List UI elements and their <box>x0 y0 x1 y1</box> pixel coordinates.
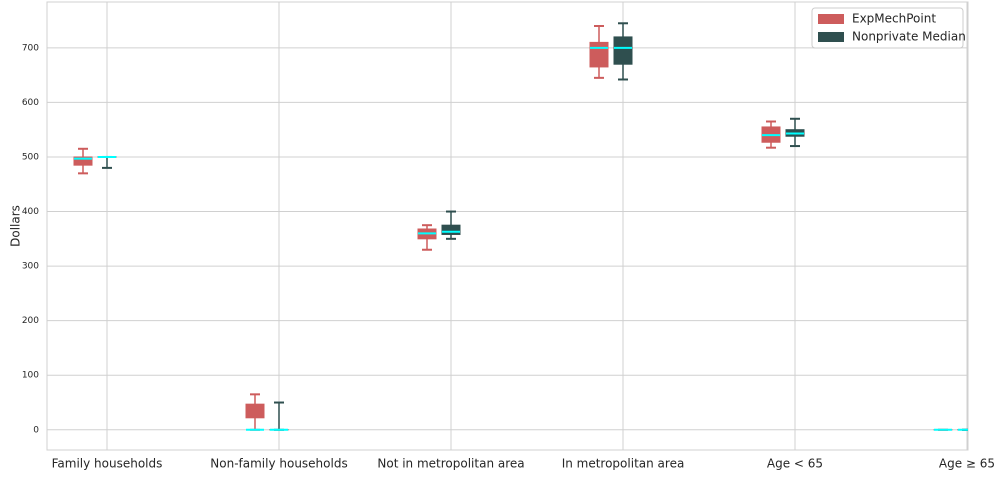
x-tick-label: Age ≥ 65 <box>939 457 995 471</box>
legend-label: Nonprivate Median <box>852 30 966 44</box>
legend-swatch <box>818 14 844 24</box>
x-tick-label: Non-family households <box>210 457 347 471</box>
box <box>590 42 608 67</box>
box <box>442 225 460 234</box>
y-axis-label: Dollars <box>9 205 23 247</box>
legend-swatch <box>818 32 844 42</box>
x-tick-label: Age < 65 <box>767 457 823 471</box>
y-tick-label: 0 <box>33 425 39 435</box>
box <box>614 37 632 64</box>
x-tick-label: In metropolitan area <box>562 457 685 471</box>
legend-label: ExpMechPoint <box>852 12 936 26</box>
y-tick-label: 100 <box>22 371 39 381</box>
y-tick-label: 500 <box>22 152 39 162</box>
x-tick-label: Family households <box>52 457 163 471</box>
y-tick-label: 300 <box>22 262 39 272</box>
x-tick-label: Not in metropolitan area <box>377 457 524 471</box>
plot-area <box>47 2 968 450</box>
y-tick-label: 600 <box>22 98 39 108</box>
y-tick-label: 400 <box>22 207 39 217</box>
y-tick-label: 200 <box>22 316 39 326</box>
box <box>246 404 264 418</box>
y-tick-label: 700 <box>22 43 39 53</box>
